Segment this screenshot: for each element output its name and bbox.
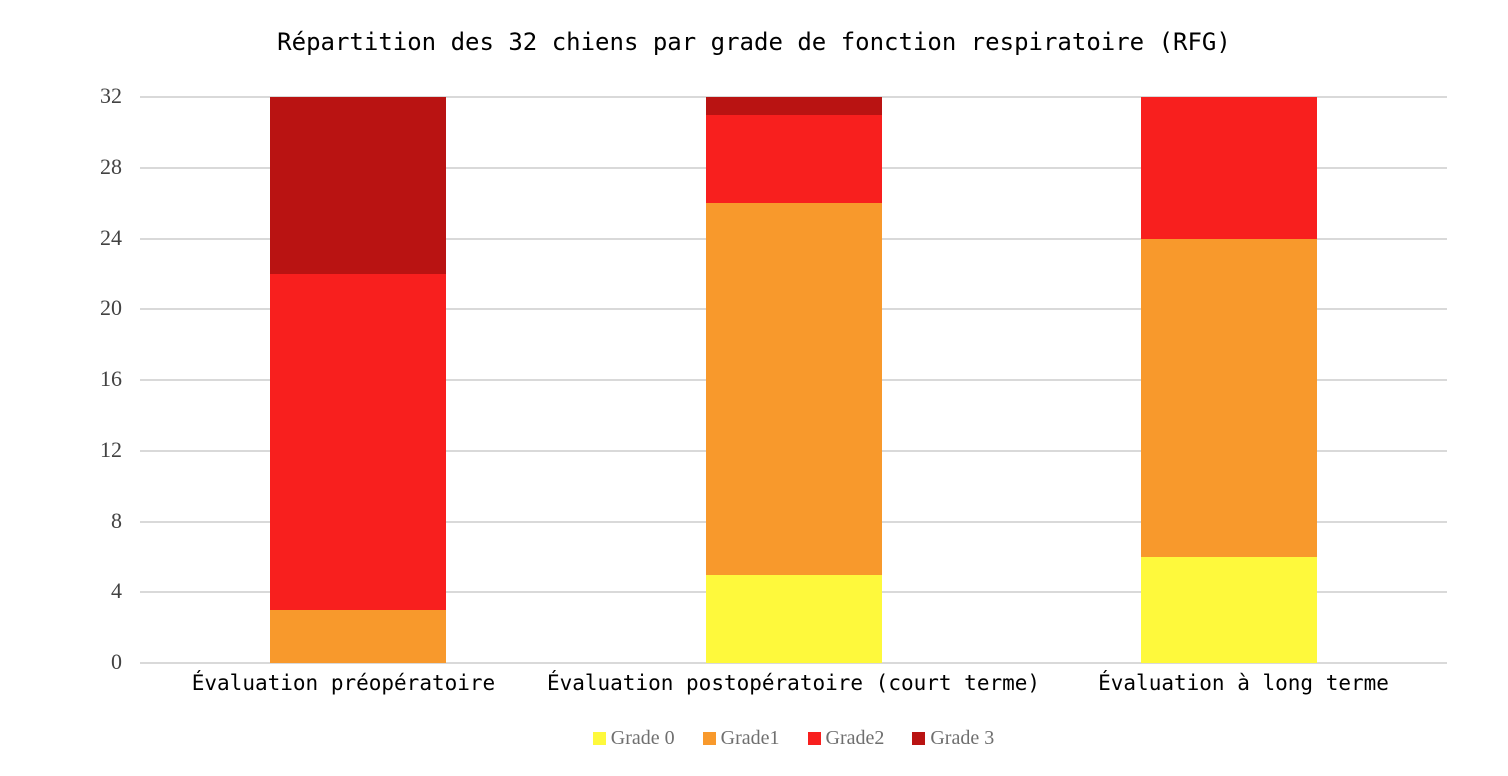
x-axis-label-3: Évaluation à long terme: [1098, 671, 1389, 695]
x-axis-label-1: Évaluation préopératoire: [191, 671, 496, 695]
legend-label-grade1: Grade1: [720, 727, 780, 749]
legend-label-grade-3: Grade 3: [930, 727, 995, 749]
y-tick-label: 4: [111, 578, 122, 604]
legend-swatch-grade-3: [912, 732, 926, 745]
bar-segment-grade2[interactable]: [269, 273, 446, 610]
legend-item-grade2[interactable]: Grade2: [807, 727, 885, 750]
plot-area: 0 4 8 12 16 20 24 28 32: [100, 83, 1447, 674]
y-tick-label: 16: [100, 366, 122, 391]
x-axis-labels: Évaluation préopératoire Évaluation posto…: [140, 671, 1447, 695]
legend-item-grade1[interactable]: Grade1: [702, 727, 780, 750]
bar-segment-grade1[interactable]: [705, 203, 882, 575]
bar-segment-grade2[interactable]: [705, 114, 882, 204]
legend-label-grade-0: Grade 0: [610, 727, 675, 749]
legend-item-grade-0[interactable]: Grade 0: [592, 727, 675, 750]
legend-item-grade-3[interactable]: Grade 3: [912, 727, 994, 750]
bar-segment-grade-0[interactable]: [1141, 556, 1318, 663]
bar-segment-grade2[interactable]: [1141, 97, 1318, 239]
y-tick-label: 28: [100, 153, 122, 179]
legend-label-grade2: Grade2: [825, 727, 885, 749]
y-tick-label: 8: [111, 507, 122, 533]
legend-swatch-grade1: [702, 732, 716, 745]
gridline: [140, 662, 1447, 664]
y-tick-label: 12: [100, 436, 122, 462]
y-tick-label: 24: [100, 224, 122, 250]
bar-segment-grade-3[interactable]: [705, 97, 882, 115]
y-tick-label: 0: [111, 649, 122, 674]
x-axis-label-2: Évaluation postopératoire (court terme): [546, 671, 1041, 695]
legend-swatch-grade2: [807, 732, 821, 745]
chart-title: Répartition des 32 chiens par grade de f…: [277, 28, 1231, 56]
legend-swatch-grade-0: [592, 732, 606, 745]
y-tick-label: 20: [100, 295, 122, 321]
bar-segment-grade-3[interactable]: [269, 97, 446, 274]
bar-segment-grade1[interactable]: [269, 609, 446, 663]
y-tick-label: 32: [100, 83, 122, 108]
bar-segment-grade-0[interactable]: [705, 574, 882, 663]
bar-segment-grade1[interactable]: [1141, 238, 1318, 557]
legend: Grade 0 Grade1 Grade2 Grade 3: [140, 727, 1447, 750]
